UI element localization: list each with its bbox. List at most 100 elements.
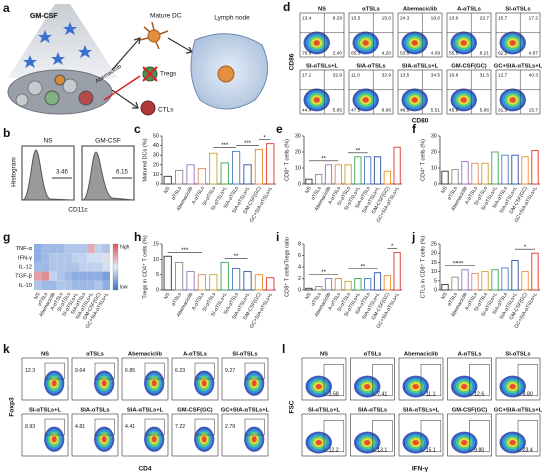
row-label: IFN-γ: [18, 255, 32, 261]
bar: [501, 267, 509, 291]
significance-label: **: [321, 270, 326, 276]
panel-letter: i: [276, 230, 279, 244]
significance-label: *: [524, 245, 527, 251]
plot-title: A-αTSLs: [183, 352, 207, 358]
plot-title: Abemaciclib: [404, 352, 439, 358]
density-contour: [251, 380, 257, 387]
quadrant-value: 15.7: [498, 15, 508, 21]
panel-letter: d: [283, 0, 290, 14]
panel-letter: g: [3, 230, 10, 244]
quadrant-value: 18.0: [431, 15, 441, 21]
heat-cell: [94, 280, 103, 290]
gate: [372, 364, 393, 397]
heat-cell: [34, 280, 42, 290]
density-contour: [101, 436, 107, 443]
x-axis-label: CD4: [138, 466, 151, 473]
density-contour: [315, 439, 322, 446]
density-contour: [461, 383, 468, 390]
significance-label: **: [360, 264, 365, 270]
y-axis-label: CD4⁺ T cells (%): [419, 139, 426, 181]
quadrant-value: 44.4: [302, 107, 312, 113]
column-label: NS: [33, 291, 42, 301]
density-contour: [411, 97, 418, 103]
quadrant-value: 24.3: [400, 15, 410, 21]
gate-value: 4.41: [125, 424, 135, 430]
y-tick-label: 0: [298, 287, 301, 293]
significance-label: **: [234, 254, 239, 260]
heat-cell: [87, 280, 95, 290]
gate: [323, 364, 345, 397]
y-tick-label: 0: [434, 287, 437, 293]
gate: [420, 420, 442, 453]
panel-letter: k: [3, 342, 10, 356]
label-mature-dc: Mature DC: [150, 13, 182, 20]
bar: [334, 278, 342, 291]
quadrant-value: 13.5: [400, 72, 410, 78]
quadrant-value: 4.09: [431, 50, 441, 56]
plot-title: SIA-αTSLs+L: [403, 408, 440, 414]
color-bar-label: high: [120, 244, 130, 250]
panel-letter: l: [282, 342, 285, 356]
heat-cell: [56, 280, 65, 290]
x-tick-label: NS: [440, 185, 449, 195]
quadrant-value: 5.86: [480, 107, 490, 113]
quadrant-value: 12.7: [498, 72, 508, 78]
plot-title: GM-CSF(GC): [177, 408, 212, 414]
gate: [244, 418, 265, 436]
y-tick-label: 0: [298, 181, 301, 187]
bar: [334, 164, 342, 185]
plot-title: SIA-αTSLs: [358, 408, 387, 414]
gate-value: 11.1: [426, 391, 436, 397]
bar: [354, 278, 362, 291]
heat-cell: [72, 262, 80, 272]
bar: [324, 278, 333, 291]
density-contour: [364, 439, 371, 446]
y-axis-label: CD86: [289, 53, 296, 70]
heat-cell: [72, 244, 80, 254]
density-contour: [460, 97, 467, 103]
bar: [175, 170, 184, 185]
heat-cell: [56, 271, 65, 281]
gate: [420, 364, 442, 397]
y-tick-label: 30: [153, 153, 159, 159]
y-tick-label: 25: [431, 241, 437, 247]
color-bar-label: low: [120, 284, 128, 290]
density-contour: [101, 380, 107, 387]
plot-title: NS: [320, 352, 328, 358]
density-contour: [151, 380, 157, 387]
panel-letter: c: [134, 122, 141, 136]
plot-title: Abemaciclib: [128, 352, 163, 358]
y-tick-label: 15: [153, 241, 159, 247]
schematic: a GM-CSF Abemaciclib Mature DC: [3, 1, 269, 116]
gate-value: 8.93: [25, 424, 35, 430]
gate: [372, 420, 393, 453]
quadrant-value: 31.5: [480, 72, 490, 78]
y-tick-label: 8: [298, 241, 301, 247]
heat-cell: [72, 271, 80, 281]
significance-label: ***: [181, 248, 189, 254]
heat-cell: [79, 271, 88, 281]
row-label: IL-10: [19, 283, 32, 289]
heat-cell: [72, 253, 80, 263]
heat-cell: [49, 262, 57, 272]
bar: [481, 162, 489, 185]
bar: [471, 162, 479, 185]
gate: [144, 418, 165, 436]
panel-letter: e: [276, 122, 283, 136]
panel-letter: f: [412, 122, 417, 136]
y-tick-label: 5: [434, 278, 437, 284]
density-contour: [151, 436, 157, 443]
quadrant-value: 5.51: [431, 107, 441, 113]
heat-cell: [56, 253, 65, 263]
histogram-curve: [82, 151, 134, 201]
gate: [194, 418, 215, 436]
plot-title: αTSLs: [86, 352, 104, 358]
gate: [194, 362, 215, 380]
bar: [186, 271, 195, 291]
heat-cell: [79, 262, 88, 272]
bar: [511, 260, 519, 291]
ctl-cell: [140, 100, 156, 116]
plot-title: SIA-αTSLs: [80, 408, 109, 414]
y-tick-label: 20: [153, 162, 159, 168]
label-tregs: Tregs: [160, 71, 177, 78]
